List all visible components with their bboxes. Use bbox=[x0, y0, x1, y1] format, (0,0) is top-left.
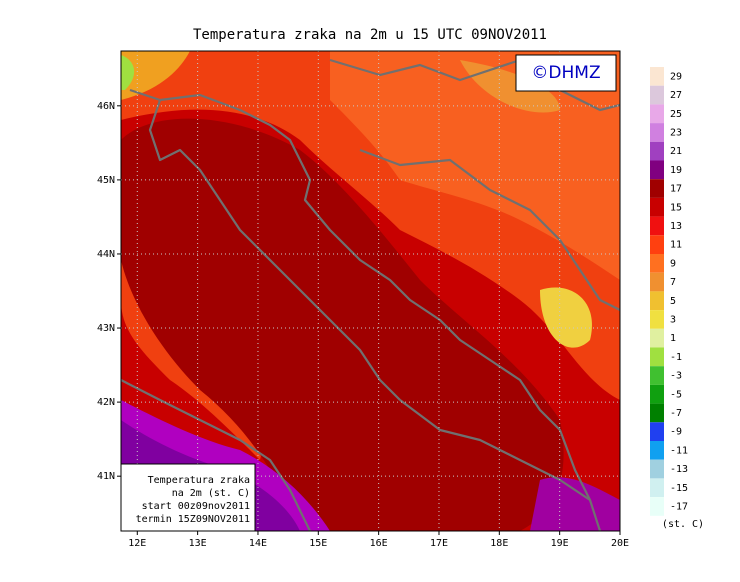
colorbar-label: 13 bbox=[670, 221, 682, 232]
y-tick-label: 42N bbox=[97, 397, 115, 408]
colorbar-label: 3 bbox=[670, 314, 676, 325]
x-tick-label: 16E bbox=[370, 538, 388, 549]
info-line: termin 15Z09NOV2011 bbox=[136, 514, 250, 525]
colorbar-label: 5 bbox=[670, 296, 676, 307]
x-tick-label: 12E bbox=[128, 538, 146, 549]
y-tick-label: 46N bbox=[97, 101, 115, 112]
colorbar-label: -5 bbox=[670, 389, 682, 400]
x-tick-label: 17E bbox=[430, 538, 448, 549]
colorbar-swatch bbox=[650, 123, 664, 142]
colorbar-swatch bbox=[650, 179, 664, 198]
colorbar-label: 1 bbox=[670, 333, 676, 344]
colorbar-swatch bbox=[650, 328, 664, 348]
colorbar: 29 27 25 23 21 19 17 15 13 11 9 7 5 3 1 -1 -3 -5 -7 -9 -11 -1… bbox=[650, 67, 688, 516]
colorbar-swatch bbox=[650, 459, 664, 479]
colorbar-label: 27 bbox=[670, 90, 682, 101]
y-tick-label: 44N bbox=[97, 249, 115, 260]
colorbar-swatch bbox=[650, 347, 664, 367]
copyright: ©DHMZ bbox=[531, 63, 600, 83]
colorbar-label: -3 bbox=[670, 371, 682, 382]
temperature-field bbox=[121, 51, 620, 531]
colorbar-swatch bbox=[650, 272, 664, 292]
graticule bbox=[117, 51, 621, 535]
colorbar-swatch bbox=[650, 67, 664, 86]
x-tick-label: 14E bbox=[249, 538, 267, 549]
colorbar-swatch bbox=[650, 197, 664, 217]
colorbar-swatch bbox=[650, 310, 664, 329]
colorbar-swatch bbox=[650, 104, 664, 124]
colorbar-label: -9 bbox=[670, 427, 682, 438]
colorbar-swatch bbox=[650, 497, 664, 516]
x-tick-label: 20E bbox=[611, 538, 629, 549]
colorbar-label: 29 bbox=[670, 71, 682, 82]
colorbar-label: 17 bbox=[670, 184, 682, 195]
y-tick-label: 45N bbox=[97, 175, 115, 186]
x-tick-label: 13E bbox=[189, 538, 207, 549]
colorbar-swatch bbox=[650, 141, 664, 161]
colorbar-swatch bbox=[650, 403, 664, 423]
colorbar-label: 23 bbox=[670, 127, 682, 138]
info-line: start 00z09nov2011 bbox=[142, 501, 250, 512]
colorbar-label: 25 bbox=[670, 109, 682, 120]
info-line: na 2m (st. C) bbox=[172, 488, 250, 499]
y-tick-label: 41N bbox=[97, 471, 115, 482]
colorbar-label: -13 bbox=[670, 464, 688, 475]
colorbar-label: -17 bbox=[670, 501, 688, 512]
y-tick-label: 43N bbox=[97, 323, 115, 334]
colorbar-label: 15 bbox=[670, 202, 682, 213]
colorbar-label: 9 bbox=[670, 258, 676, 269]
map-title: Temperatura zraka na 2m u 15 UTC 09NOV20… bbox=[193, 27, 547, 43]
colorbar-label: 7 bbox=[670, 277, 676, 288]
colorbar-label: 11 bbox=[670, 240, 682, 251]
colorbar-swatch bbox=[650, 216, 664, 236]
colorbar-swatch bbox=[650, 291, 664, 311]
info-lines: Temperatura zraka na 2m (st. C) start 00z0… bbox=[136, 475, 250, 525]
x-tick-label: 18E bbox=[490, 538, 508, 549]
x-tick-label: 15E bbox=[309, 538, 327, 549]
colorbar-label: -1 bbox=[670, 352, 682, 363]
colorbar-label: -7 bbox=[670, 408, 682, 419]
info-line: Temperatura zraka bbox=[148, 475, 250, 486]
colorbar-label: 19 bbox=[670, 165, 682, 176]
colorbar-swatch bbox=[650, 422, 664, 441]
colorbar-swatch bbox=[650, 441, 664, 460]
colorbar-label: -15 bbox=[670, 483, 688, 494]
colorbar-swatch bbox=[650, 366, 664, 385]
map-frame bbox=[120, 50, 621, 532]
colorbar-swatch bbox=[650, 160, 664, 180]
colorbar-label: 21 bbox=[670, 146, 682, 157]
colorbar-swatch bbox=[650, 254, 664, 273]
colorbar-swatch bbox=[650, 478, 664, 498]
colorbar-label: -11 bbox=[670, 445, 688, 456]
copyright-box bbox=[515, 54, 617, 92]
colorbar-swatch bbox=[650, 384, 664, 404]
colorbar-swatch bbox=[650, 235, 664, 254]
info-box bbox=[120, 463, 256, 532]
colorbar-unit: (st. C) bbox=[662, 519, 704, 530]
colorbar-swatch bbox=[650, 85, 664, 105]
x-tick-label: 19E bbox=[551, 538, 569, 549]
